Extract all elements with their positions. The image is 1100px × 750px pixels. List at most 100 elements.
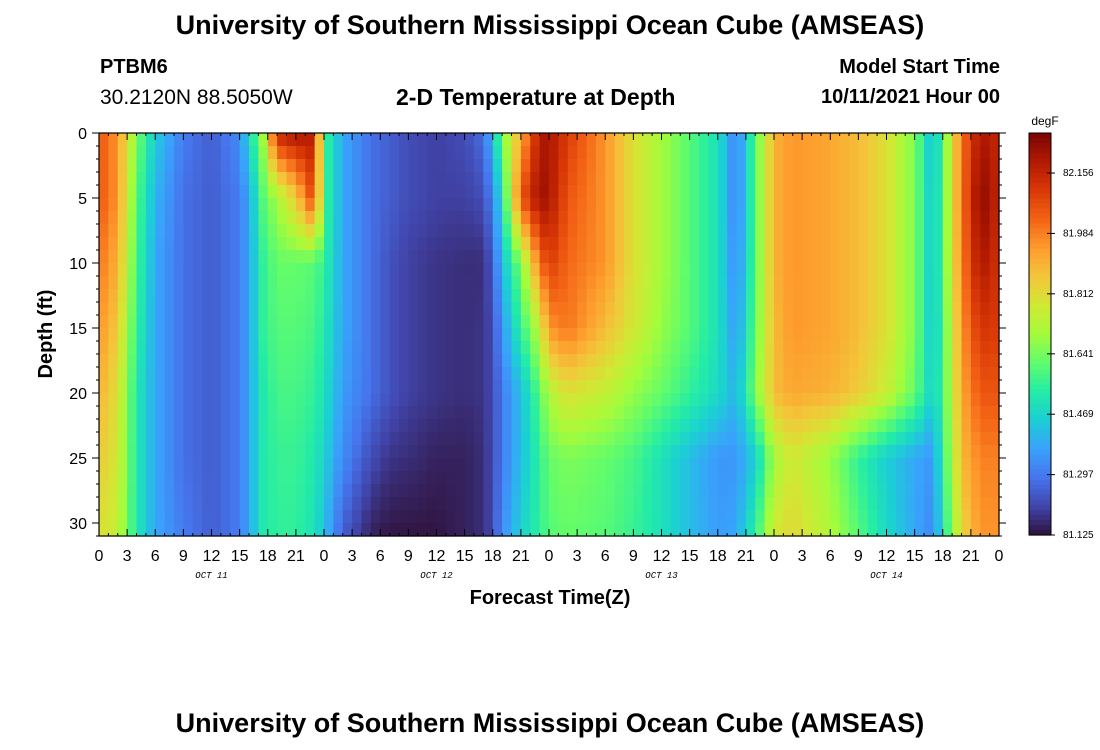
heatmap-cell (624, 302, 634, 316)
heatmap-cell (680, 328, 691, 342)
heatmap-cell (708, 523, 719, 537)
heatmap-cell (961, 445, 972, 459)
heatmap-cell (830, 354, 841, 368)
heatmap-cell (380, 250, 391, 264)
heatmap-cell (267, 237, 278, 251)
heatmap-cell (286, 172, 297, 186)
heatmap-cell (258, 146, 269, 160)
heatmap-cell (980, 237, 991, 251)
heatmap-cell (708, 458, 719, 472)
heatmap-cell (483, 497, 494, 511)
heatmap-cell (267, 393, 278, 407)
heatmap-cell (595, 341, 606, 355)
heatmap-cell (483, 406, 494, 420)
heatmap-cell (867, 198, 878, 212)
heatmap-cell (680, 133, 691, 147)
heatmap-cell (249, 172, 259, 186)
heatmap-cell (830, 198, 841, 212)
heatmap-cell (333, 250, 344, 264)
heatmap-cell (764, 159, 775, 173)
heatmap-cell (661, 146, 672, 160)
heatmap-cell (258, 185, 269, 199)
heatmap-cell (567, 471, 578, 485)
heatmap-cell (802, 497, 813, 511)
heatmap-cell (174, 458, 184, 472)
heatmap-cell (670, 263, 681, 277)
heatmap-cell (783, 263, 794, 277)
heatmap-cell (220, 445, 231, 459)
heatmap-cell (774, 237, 784, 251)
heatmap-cell (867, 263, 878, 277)
heatmap-cell (530, 497, 541, 511)
heatmap-cell (136, 445, 147, 459)
heatmap-cell (661, 289, 672, 303)
heatmap-cell (295, 341, 306, 355)
heatmap-cell (567, 133, 578, 147)
heatmap-cell (455, 458, 466, 472)
heatmap-cell (764, 302, 775, 316)
heatmap-cell (877, 419, 888, 433)
heatmap-cell (389, 302, 400, 316)
heatmap-cell (558, 510, 569, 524)
heatmap-cell (333, 185, 344, 199)
heatmap-cell (755, 302, 766, 316)
heatmap-cell (802, 458, 813, 472)
heatmap-cell (924, 497, 934, 511)
heatmap-cell (370, 484, 381, 498)
heatmap-cell (258, 341, 269, 355)
heatmap-cell (633, 250, 644, 264)
heatmap-cell (192, 185, 203, 199)
heatmap-cell (614, 445, 625, 459)
heatmap-cell (736, 341, 747, 355)
heatmap-cell (249, 250, 259, 264)
chart-title-main: University of Southern Mississippi Ocean… (175, 10, 925, 40)
heatmap-cell (558, 276, 569, 290)
heatmap-cell (305, 315, 316, 329)
heatmap-cell (680, 393, 691, 407)
heatmap-cell (839, 250, 850, 264)
heatmap-cell (145, 419, 156, 433)
heatmap-cell (483, 393, 494, 407)
heatmap-cell (417, 276, 428, 290)
heatmap-cell (942, 237, 953, 251)
heatmap-cell (867, 380, 878, 394)
heatmap-cell (699, 458, 709, 472)
heatmap-cell (980, 159, 991, 173)
heatmap-cell (961, 263, 972, 277)
heatmap-cell (249, 523, 259, 537)
heatmap-cell (849, 250, 859, 264)
heatmap-cell (708, 224, 719, 238)
heatmap-cell (155, 432, 166, 446)
heatmap-cell (530, 172, 541, 186)
heatmap-cell (633, 523, 644, 537)
heatmap-cell (530, 445, 541, 459)
heatmap-cell (886, 328, 897, 342)
station-id: PTBM6 (100, 56, 168, 78)
heatmap-cell (792, 484, 803, 498)
heatmap-cell (474, 367, 484, 381)
heatmap-cell (614, 432, 625, 446)
heatmap-cell (905, 380, 916, 394)
heatmap-cell (295, 289, 306, 303)
heatmap-cell (492, 445, 503, 459)
heatmap-cell (633, 159, 644, 173)
heatmap-cell (980, 302, 991, 316)
heatmap-cell (717, 159, 728, 173)
heatmap-cell (417, 510, 428, 524)
heatmap-cell (595, 523, 606, 537)
heatmap-cell (436, 237, 447, 251)
heatmap-cell (314, 198, 325, 212)
heatmap-cell (314, 237, 325, 251)
heatmap-cell (811, 367, 822, 381)
heatmap-cell (389, 211, 400, 225)
heatmap-cell (567, 432, 578, 446)
heatmap-cell (905, 367, 916, 381)
heatmap-cell (586, 211, 597, 225)
heatmap-cell (117, 471, 128, 485)
heatmap-cell (239, 523, 250, 537)
heatmap-cell (595, 224, 606, 238)
heatmap-cell (961, 289, 972, 303)
heatmap-cell (792, 146, 803, 160)
heatmap-cell (164, 380, 175, 394)
heatmap-cell (455, 484, 466, 498)
